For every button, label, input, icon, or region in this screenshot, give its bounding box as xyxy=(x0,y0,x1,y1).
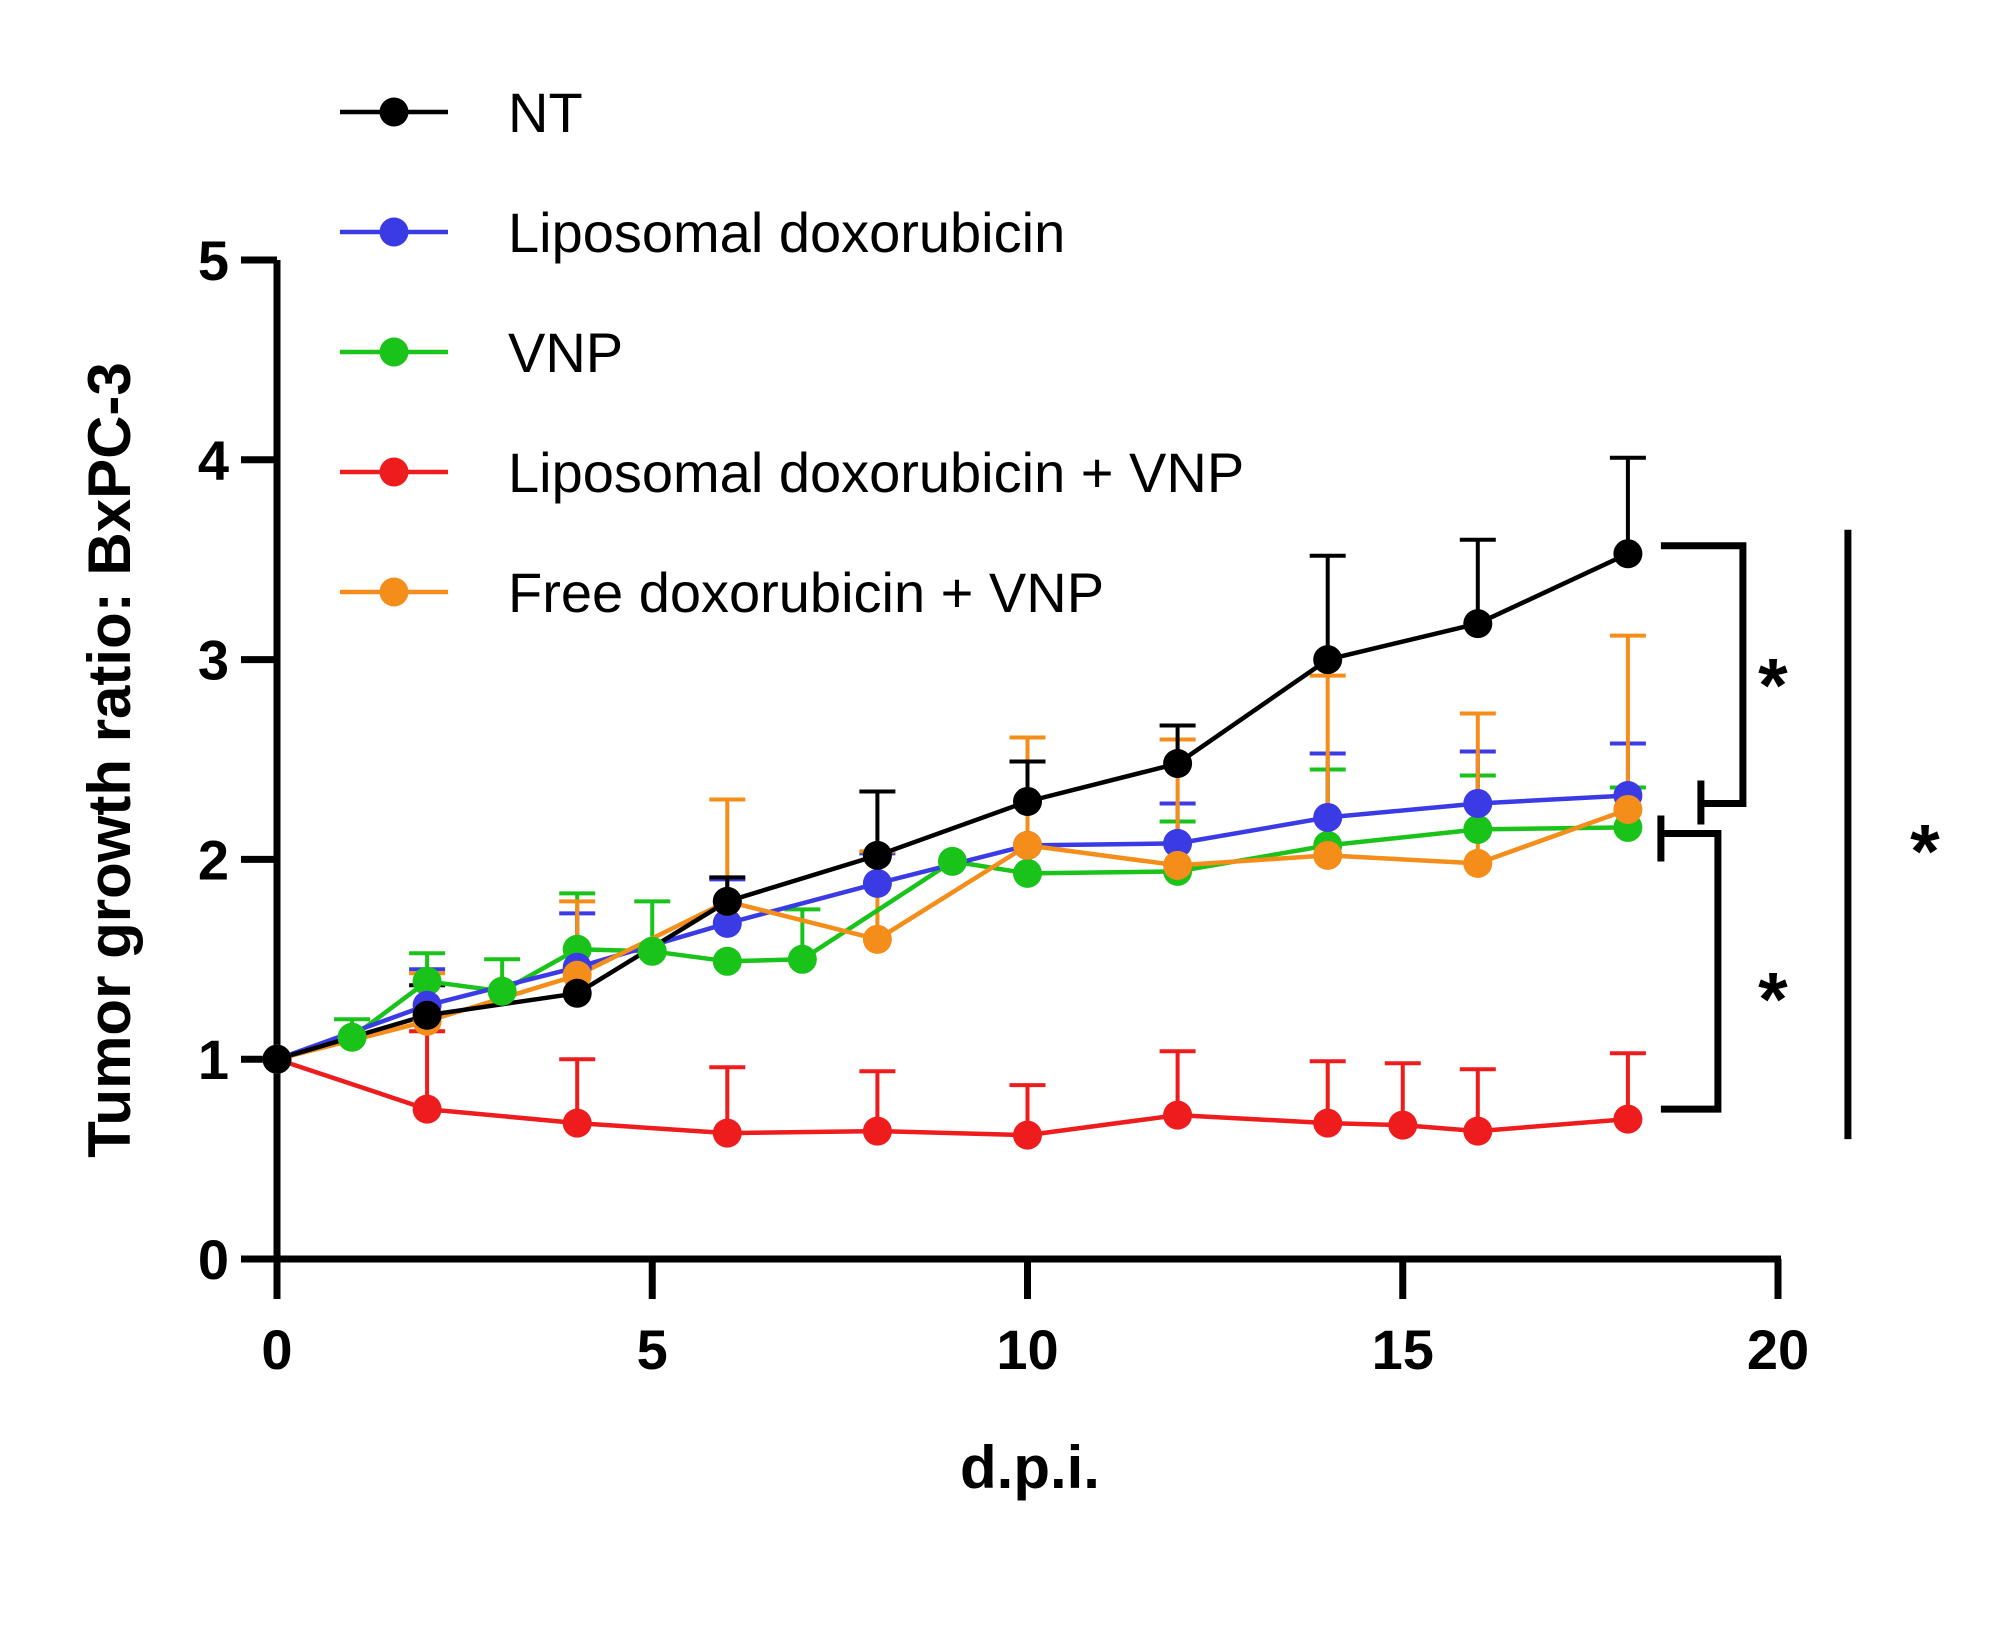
data-point xyxy=(1313,840,1343,870)
data-point xyxy=(562,1108,592,1138)
legend-marker xyxy=(379,337,409,367)
data-point xyxy=(1163,850,1193,880)
bracket-nt-vs-liposomal xyxy=(1660,542,1747,807)
data-point xyxy=(712,1118,742,1148)
y-tick-label: 4 xyxy=(198,429,229,492)
data-point xyxy=(1313,645,1343,675)
data-point xyxy=(637,936,667,966)
data-point xyxy=(1613,1104,1643,1134)
legend-marker xyxy=(379,577,409,607)
data-point xyxy=(1613,539,1643,569)
data-point xyxy=(712,908,742,938)
data-point xyxy=(862,924,892,954)
legend-label: Liposomal doxorubicin xyxy=(508,201,1065,264)
significance-star: * xyxy=(1910,809,1940,894)
y-tick-label: 1 xyxy=(198,1028,229,1091)
data-point xyxy=(1463,788,1493,818)
data-point xyxy=(1313,802,1343,832)
data-point xyxy=(1163,828,1193,858)
data-point xyxy=(787,944,817,974)
data-point xyxy=(1163,1100,1193,1130)
significance-star: * xyxy=(1758,957,1788,1042)
data-point xyxy=(862,840,892,870)
y-axis-title: Tumor growth ratio: BxPC-3 xyxy=(76,362,143,1158)
y-tick-label: 2 xyxy=(198,828,229,891)
data-point xyxy=(1013,830,1042,860)
legend-label: VNP xyxy=(508,321,623,384)
data-point xyxy=(712,946,742,976)
legend: NT Liposomal doxorubicin VNP Liposomal doxo… xyxy=(340,81,1244,624)
data-point xyxy=(1013,786,1042,816)
significance-annotations: * * * xyxy=(1657,529,1940,1140)
y-tick-label: 5 xyxy=(198,229,229,292)
data-point xyxy=(1313,1108,1343,1138)
legend-entry: Liposomal doxorubicin + VNP xyxy=(340,441,1244,504)
bracket-liposomal-vs-combo xyxy=(1660,829,1722,1113)
data-point xyxy=(712,886,742,916)
data-point xyxy=(1013,858,1042,888)
legend-entry: NT xyxy=(340,81,583,144)
data-point xyxy=(562,978,592,1008)
data-point xyxy=(262,1044,292,1074)
data-point xyxy=(1463,1116,1493,1146)
x-tick-label: 10 xyxy=(996,1318,1058,1381)
error-bars xyxy=(334,455,1646,1136)
legend-marker xyxy=(379,457,409,487)
plot-area xyxy=(262,455,1646,1150)
data-point xyxy=(412,1094,442,1124)
data-point xyxy=(412,966,442,996)
x-tick-label: 5 xyxy=(637,1318,668,1381)
legend-marker xyxy=(379,217,409,247)
data-point xyxy=(337,1022,367,1052)
data-point xyxy=(487,976,517,1006)
x-axis-title: d.p.i. xyxy=(960,1434,1100,1501)
y-tick-label: 3 xyxy=(198,629,229,692)
data-point xyxy=(1613,794,1643,824)
axes: 0 1 2 3 4 5 0 5 10 15 20 xyxy=(198,229,1809,1381)
data-point xyxy=(412,1000,442,1030)
data-point xyxy=(1463,609,1493,639)
data-point xyxy=(862,868,892,898)
data-point xyxy=(1463,814,1493,844)
x-tick-label: 0 xyxy=(261,1318,292,1381)
legend-entry: Free doxorubicin + VNP xyxy=(340,561,1104,624)
data-point xyxy=(1013,1120,1042,1150)
legend-label: NT xyxy=(508,81,583,144)
data-point xyxy=(1388,1110,1418,1140)
data-point xyxy=(862,1116,892,1146)
legend-marker xyxy=(379,97,409,127)
legend-entry: VNP xyxy=(340,321,623,384)
series-line xyxy=(276,1057,1629,1138)
y-tick-label: 0 xyxy=(198,1228,229,1291)
legend-label: Liposomal doxorubicin + VNP xyxy=(508,441,1244,504)
x-tick-label: 20 xyxy=(1747,1318,1809,1381)
data-point xyxy=(937,846,967,876)
series-lines xyxy=(276,551,1629,1138)
x-tick-label: 15 xyxy=(1372,1318,1434,1381)
significance-star: * xyxy=(1758,644,1788,729)
legend-label: Free doxorubicin + VNP xyxy=(508,561,1104,624)
legend-entry: Liposomal doxorubicin xyxy=(340,201,1065,264)
data-point xyxy=(1163,748,1193,778)
data-point xyxy=(1463,848,1493,878)
series-markers xyxy=(262,539,1643,1150)
